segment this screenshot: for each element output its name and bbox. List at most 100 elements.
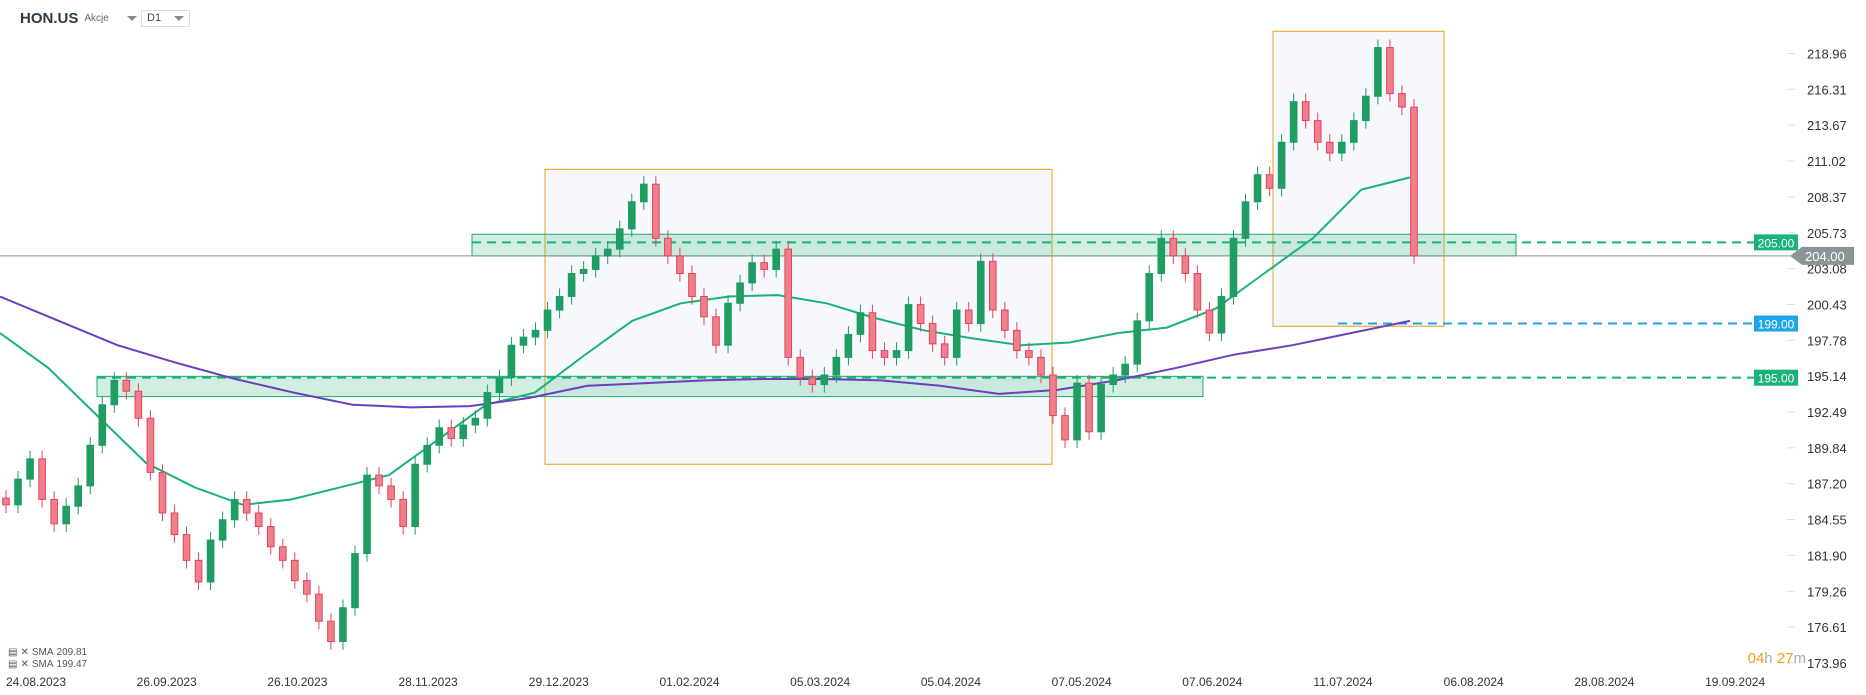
candle-body xyxy=(1085,382,1093,433)
candle-body xyxy=(976,260,985,325)
candle-body xyxy=(712,316,720,346)
candle-body xyxy=(315,593,323,622)
candle-body xyxy=(387,485,395,500)
candle-body xyxy=(266,526,275,548)
candle-body xyxy=(303,580,311,595)
candle-body xyxy=(676,255,684,274)
close-icon[interactable]: ✕ xyxy=(20,659,29,670)
y-tick-label: 213.67 xyxy=(1807,118,1847,133)
last-price-badge xyxy=(1790,246,1854,265)
candle-body xyxy=(495,377,504,394)
candle-body xyxy=(1205,309,1214,334)
candle-body xyxy=(748,262,756,284)
candle-body xyxy=(1337,141,1346,154)
instrument-type: Akcje xyxy=(84,13,109,24)
candle-body xyxy=(579,268,588,274)
chevron-down-icon xyxy=(174,16,184,21)
candle-body xyxy=(1362,95,1370,122)
candle-body xyxy=(808,377,817,385)
candle-body xyxy=(242,498,251,514)
candle-body xyxy=(567,272,576,297)
y-tick-label: 189.84 xyxy=(1807,441,1847,456)
candle-body xyxy=(1121,363,1129,376)
candle-body xyxy=(940,343,949,358)
candle-body xyxy=(652,183,660,239)
candle-body xyxy=(447,427,456,440)
candle-body xyxy=(1350,120,1358,143)
candle-body xyxy=(1398,93,1406,108)
candle-body xyxy=(471,417,480,426)
candle-body xyxy=(1217,295,1226,334)
candle-body xyxy=(1193,272,1202,311)
candle-body xyxy=(411,463,419,528)
candle-body xyxy=(1181,255,1190,274)
candle-body xyxy=(796,356,805,379)
candle-body xyxy=(483,392,492,419)
price-level-label: 199.00 xyxy=(1758,318,1795,332)
candle-body xyxy=(14,478,22,506)
candle-body xyxy=(194,559,203,583)
y-tick-label: 192.49 xyxy=(1807,405,1847,420)
candle-body xyxy=(26,458,34,480)
x-tick-label: 24.08.2023 xyxy=(6,675,66,689)
legend-item-sma-1[interactable]: ▤ ✕ SMA 209.81 xyxy=(8,647,88,658)
candle-body xyxy=(375,474,383,487)
price-level-label: 195.00 xyxy=(1758,372,1795,386)
candle-countdown: 04h 27m xyxy=(1747,650,1806,667)
candle-body xyxy=(1133,320,1142,365)
y-tick-label: 218.96 xyxy=(1807,47,1847,62)
chevron-down-icon[interactable] xyxy=(126,16,137,21)
candle-body xyxy=(892,350,901,358)
y-tick-label: 197.78 xyxy=(1807,333,1847,348)
x-tick-label: 28.08.2024 xyxy=(1574,675,1634,689)
candle-body xyxy=(868,312,877,352)
candle-body xyxy=(278,546,287,561)
sma-line xyxy=(0,295,1411,409)
candle-body xyxy=(230,498,239,521)
timeframe-select[interactable]: D1 xyxy=(141,10,190,27)
x-tick-label: 01.02.2024 xyxy=(659,675,719,689)
candle-body xyxy=(218,519,227,541)
candle-body xyxy=(543,309,552,331)
candle-body xyxy=(880,350,889,358)
symbol-header[interactable]: HON.US Akcje xyxy=(20,10,137,27)
candle-body xyxy=(700,295,708,318)
settings-icon[interactable]: ▤ xyxy=(8,659,18,670)
candle-body xyxy=(555,295,564,311)
candle-body xyxy=(1061,415,1069,441)
x-tick-label: 19.09.2024 xyxy=(1705,675,1765,689)
candle-body xyxy=(627,201,636,230)
settings-icon[interactable]: ▤ xyxy=(8,647,18,658)
candle-body xyxy=(1289,101,1298,143)
candle-body xyxy=(1073,382,1081,441)
candle-body xyxy=(664,237,672,257)
y-tick-label: 187.20 xyxy=(1807,477,1847,492)
candle-body xyxy=(1037,356,1045,376)
y-tick-label: 208.37 xyxy=(1807,190,1847,205)
candle-body xyxy=(507,344,516,379)
timeframe-value: D1 xyxy=(147,12,162,24)
candle-body xyxy=(1013,329,1021,352)
y-tick-label: 211.02 xyxy=(1807,154,1846,169)
y-tick-label: 203.08 xyxy=(1807,262,1847,277)
legend-item-sma-2[interactable]: ▤ ✕ SMA 199.47 xyxy=(8,659,88,670)
candle-body xyxy=(832,356,841,376)
candle-body xyxy=(122,379,131,392)
candle-body xyxy=(170,512,179,536)
candle-body xyxy=(1169,237,1178,257)
price-level-label: 205.00 xyxy=(1758,236,1795,250)
candle-body xyxy=(1145,272,1154,322)
candle-body xyxy=(291,559,299,582)
close-icon[interactable]: ✕ xyxy=(20,647,29,658)
candle-body xyxy=(964,309,973,325)
candle-body xyxy=(904,304,913,352)
x-tick-label: 05.03.2024 xyxy=(790,675,850,689)
candle-body xyxy=(603,248,612,257)
candle-body xyxy=(74,485,83,507)
candle-body xyxy=(1001,309,1009,331)
candle-body xyxy=(844,333,853,358)
y-tick-label: 184.55 xyxy=(1807,513,1847,528)
candle-body xyxy=(158,471,167,514)
candle-body xyxy=(916,304,925,325)
